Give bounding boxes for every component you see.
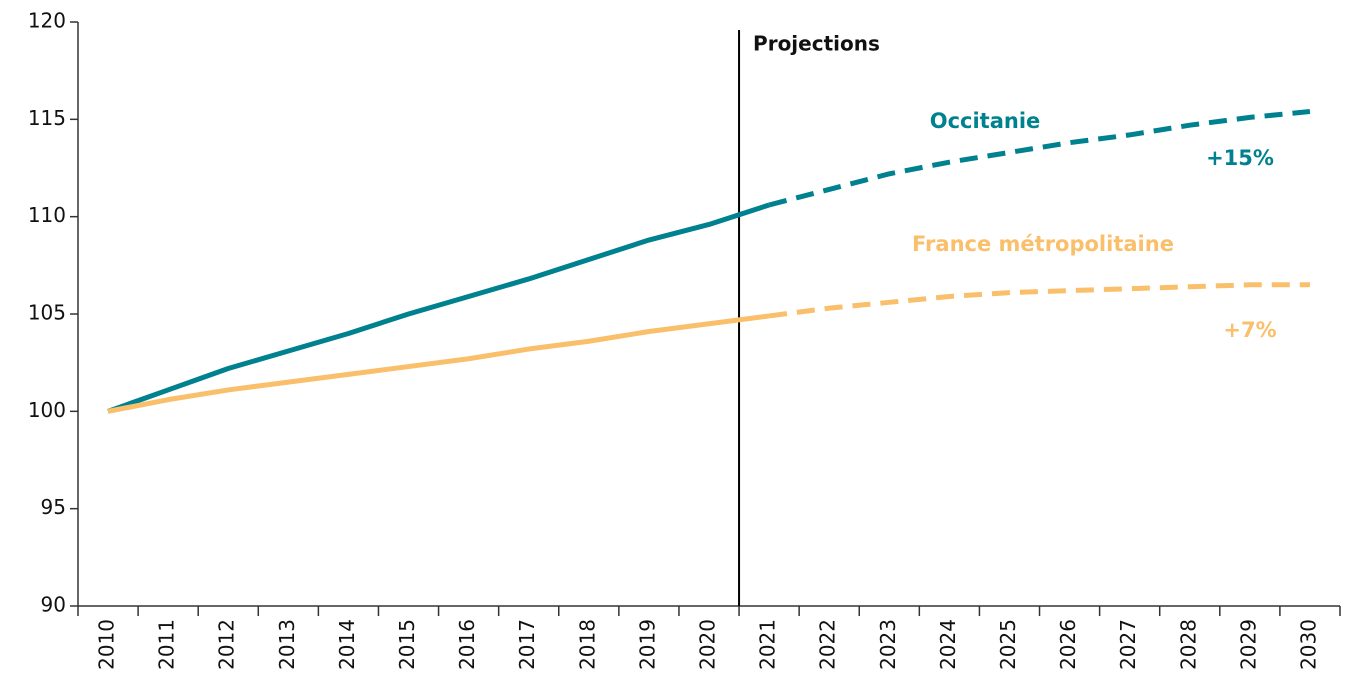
- x-tick-label: 2023: [876, 619, 900, 670]
- x-tick-label: 2030: [1296, 619, 1320, 670]
- x-tick-label: 2022: [816, 619, 840, 670]
- y-tick-label: 110: [28, 203, 66, 227]
- x-tick-label: 2010: [95, 619, 119, 670]
- x-tick-label: 2025: [996, 619, 1020, 670]
- x-tick-label: 2021: [756, 619, 780, 670]
- x-tick-label: 2011: [155, 619, 179, 670]
- x-tick-label: 2019: [635, 619, 659, 670]
- x-tick-label: 2024: [936, 619, 960, 670]
- y-tick-label: 95: [41, 495, 66, 519]
- x-tick-label: 2028: [1176, 619, 1200, 670]
- x-tick-label: 2029: [1236, 619, 1260, 670]
- annotation: +7%: [1223, 318, 1276, 342]
- line-history: [107, 313, 770, 414]
- line-projection: [768, 282, 1310, 319]
- line-projection: [768, 109, 1311, 208]
- x-tick-label: 2026: [1056, 619, 1080, 670]
- x-tick-label: 2020: [696, 619, 720, 670]
- x-tick-label: 2027: [1116, 619, 1140, 670]
- projection-label: Projections: [753, 32, 880, 56]
- x-tick-label: 2012: [215, 619, 239, 670]
- x-tick-label: 2018: [575, 619, 599, 670]
- y-tick-label: 105: [28, 301, 66, 325]
- series-label: France métropolitaine: [912, 232, 1174, 256]
- x-tick-label: 2017: [515, 619, 539, 670]
- x-tick-label: 2013: [275, 619, 299, 670]
- x-tick-label: 2015: [395, 619, 419, 670]
- y-tick-label: 100: [28, 398, 66, 422]
- x-tick-label: 2014: [335, 619, 359, 670]
- y-tick-label: 90: [41, 593, 66, 617]
- y-tick-label: 120: [28, 9, 66, 33]
- y-tick-label: 115: [28, 106, 66, 130]
- line-history: [107, 202, 770, 414]
- series-label: Occitanie: [930, 109, 1041, 133]
- annotation: +15%: [1206, 146, 1274, 170]
- x-tick-label: 2016: [455, 619, 479, 670]
